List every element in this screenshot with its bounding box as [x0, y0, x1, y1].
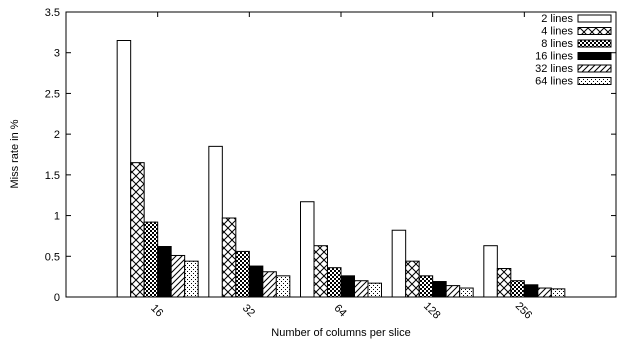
bar-128-4-lines [405, 260, 420, 298]
legend-swatch [577, 27, 612, 35]
bar-16-16-lines [157, 246, 172, 298]
legend-swatch [577, 52, 612, 60]
bar-128-8-lines [418, 275, 434, 298]
legend-swatch [577, 64, 612, 73]
legend-label: 4 lines [541, 26, 573, 38]
legend-label: 8 lines [541, 38, 573, 50]
bar-16-4-lines [130, 162, 145, 298]
legend-swatch [577, 14, 612, 23]
bar-128-32-lines [445, 285, 461, 298]
bar-32-4-lines [221, 217, 237, 298]
y-tick-label: 1.5 [45, 170, 60, 182]
bar-64-64-lines [367, 282, 382, 298]
x-tick-label: 16 [148, 302, 165, 319]
y-tick-label: 0 [54, 292, 60, 304]
bar-32-16-lines [248, 265, 264, 298]
y-tick-label: 3 [54, 48, 60, 60]
bar-128-16-lines [432, 281, 447, 298]
legend-label: 64 lines [535, 76, 573, 88]
x-tick-label: 128 [421, 300, 442, 321]
bar-16-32-lines [170, 254, 186, 298]
bar-32-2-lines [208, 145, 223, 298]
legend-swatch [577, 77, 612, 85]
x-tick-label: 32 [240, 302, 257, 319]
bar-16-8-lines [143, 221, 159, 298]
y-tick-label: 2.5 [45, 88, 60, 100]
bar-128-64-lines [459, 287, 474, 298]
bar-64-16-lines [340, 275, 355, 298]
legend-swatch [577, 39, 612, 48]
x-axis-label: Number of columns per slice [271, 327, 410, 339]
bar-256-8-lines [510, 280, 525, 298]
y-tick-label: 2 [54, 129, 60, 141]
legend-label: 16 lines [535, 51, 573, 63]
bar-256-32-lines [537, 287, 552, 298]
bar-256-2-lines [483, 245, 498, 298]
bar-32-64-lines [275, 275, 291, 298]
bar-32-32-lines [262, 271, 277, 298]
x-tick-label: 64 [332, 302, 349, 319]
bar-64-8-lines [327, 267, 342, 298]
bar-32-8-lines [235, 250, 250, 298]
x-tick-label: 256 [513, 300, 534, 321]
y-tick-label: 0.5 [45, 251, 60, 263]
bar-16-2-lines [116, 40, 132, 298]
bars-layer [116, 40, 566, 298]
bar-256-16-lines [523, 284, 539, 298]
y-tick-label: 3.5 [45, 7, 60, 19]
bar-16-64-lines [184, 260, 199, 298]
y-tick-label: 1 [54, 211, 60, 223]
bar-128-2-lines [391, 229, 407, 298]
bar-256-4-lines [496, 268, 512, 298]
bar-256-64-lines [550, 288, 566, 298]
bar-64-4-lines [313, 245, 328, 298]
bar-64-32-lines [354, 280, 369, 298]
legend-label: 2 lines [541, 13, 573, 25]
y-axis-label: Miss rate in % [9, 119, 21, 188]
legend-label: 32 lines [535, 63, 573, 75]
bar-64-2-lines [300, 201, 315, 298]
